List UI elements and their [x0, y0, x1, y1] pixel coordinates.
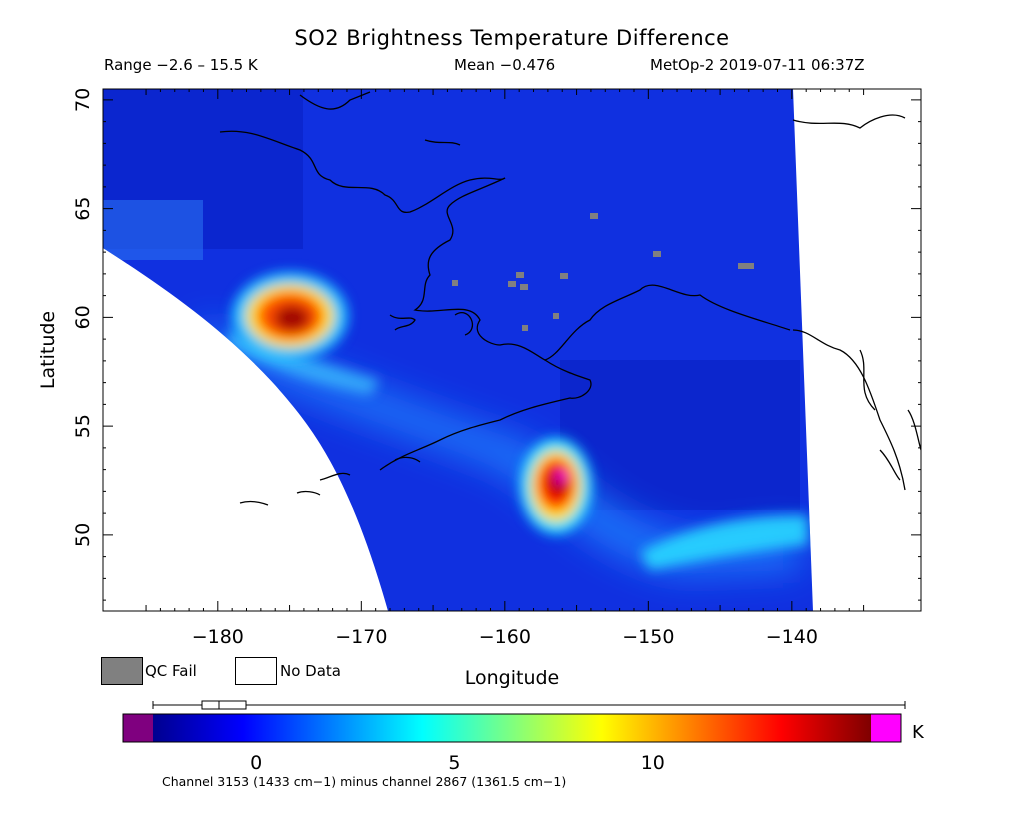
- x-tick-label: −160: [479, 626, 531, 648]
- coastlines: [219, 91, 921, 506]
- colorbar-gradient: [153, 714, 871, 742]
- no-data-label: No Data: [280, 662, 341, 680]
- plume-1: [232, 272, 348, 360]
- colorbar-unit: K: [912, 722, 925, 743]
- y-tick-label: 70: [72, 88, 94, 112]
- x-tick-label: −170: [335, 626, 387, 648]
- x-tick-label: −180: [192, 626, 244, 648]
- swath: [103, 89, 813, 611]
- no-data-swatch: [235, 657, 277, 685]
- colorbar-caption: Channel 3153 (1433 cm−1) minus channel 2…: [162, 774, 566, 789]
- colorbar-tick-label: 5: [448, 752, 460, 774]
- qc-fail-swatch: [101, 657, 143, 685]
- satellite-time-label: MetOp-2 2019-07-11 06:37Z: [650, 56, 865, 74]
- y-axis-title: Latitude: [37, 311, 59, 389]
- colorbar-high-swatch: [871, 714, 901, 742]
- y-tick-label: 55: [72, 414, 94, 438]
- axis-ticks: −180 −170 −160 −150 −140 50 55 60 65 70: [72, 88, 921, 648]
- range-label: Range −2.6 – 15.5 K: [104, 56, 258, 74]
- colorbar-low-swatch: [123, 714, 153, 742]
- y-tick-label: 50: [72, 523, 94, 547]
- distribution-boxplot: [152, 700, 906, 710]
- y-tick-label: 60: [72, 305, 94, 329]
- colorbar-tick-label: 0: [250, 752, 262, 774]
- y-tick-label: 65: [72, 197, 94, 221]
- plot-frame: [102, 88, 922, 612]
- chart-title: SO2 Brightness Temperature Difference: [294, 26, 730, 50]
- colorbar: 0 5 10 K: [122, 700, 925, 774]
- colorbar-tick-label: 10: [641, 752, 665, 774]
- map-field: [103, 89, 921, 611]
- x-axis-title: Longitude: [465, 667, 560, 689]
- mean-label: Mean −0.476: [454, 56, 556, 74]
- qc-fail-label: QC Fail: [145, 662, 197, 680]
- x-tick-label: −150: [622, 626, 674, 648]
- x-tick-label: −140: [766, 626, 818, 648]
- colorbar-ticks: 0 5 10: [250, 752, 665, 774]
- plume-2: [520, 438, 592, 534]
- qc-fail-pixels: [452, 213, 754, 331]
